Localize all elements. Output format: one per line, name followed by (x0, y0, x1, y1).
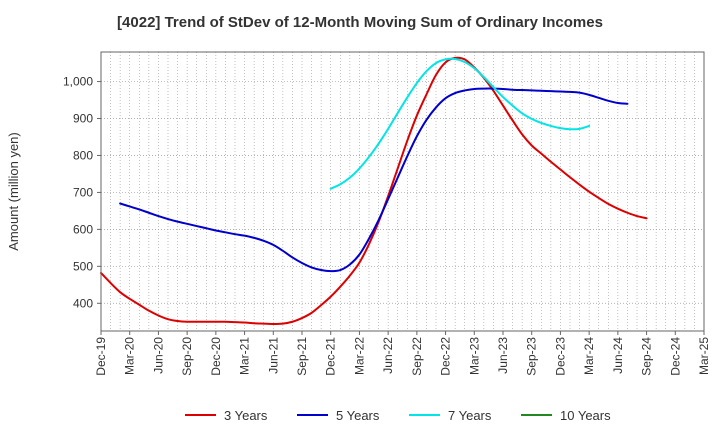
x-tick-label: Sep-22 (410, 337, 424, 376)
x-tick-label: Dec-21 (324, 337, 338, 376)
x-tick-label: Mar-22 (352, 337, 366, 375)
y-tick-label: 1,000 (63, 75, 93, 89)
series-line-5-years (119, 87, 629, 273)
grid-layer (101, 52, 704, 331)
x-tick-label: Dec-22 (439, 337, 453, 376)
x-tick-label: Jun-23 (496, 337, 510, 374)
legend-label-3-years: 3 Years (224, 408, 268, 423)
y-tick-label: 400 (73, 296, 93, 310)
y-axis-ticks: 400 500 600 700 800 900 1,000 (63, 75, 101, 310)
legend-label-5-years: 5 Years (336, 408, 380, 423)
y-tick-label: 900 (73, 112, 93, 126)
x-tick-label: Dec-20 (209, 337, 223, 376)
series-layer (100, 56, 648, 325)
y-tick-label: 600 (73, 222, 93, 236)
x-tick-label: Sep-24 (640, 337, 654, 376)
y-tick-label: 500 (73, 259, 93, 273)
y-tick-label: 700 (73, 185, 93, 199)
x-tick-label: Jun-24 (611, 337, 625, 374)
x-tick-label: Jun-22 (381, 337, 395, 374)
legend: 3 Years 5 Years 7 Years 10 Years (185, 408, 611, 423)
plot-frame (100, 51, 705, 332)
x-tick-label: Sep-21 (295, 337, 309, 376)
x-tick-label: Mar-21 (238, 337, 252, 375)
x-tick-label: Jun-21 (266, 337, 280, 374)
x-tick-label: Mar-20 (123, 337, 137, 375)
series-line-3-years (100, 56, 648, 325)
x-tick-label: Dec-23 (553, 337, 567, 376)
chart-title: [4022] Trend of StDev of 12-Month Moving… (117, 14, 603, 31)
legend-label-10-years: 10 Years (560, 408, 611, 423)
x-tick-label: Dec-24 (668, 337, 682, 376)
x-tick-label: Mar-24 (582, 337, 596, 375)
legend-label-7-years: 7 Years (448, 408, 492, 423)
x-tick-label: Jun-20 (151, 337, 165, 374)
x-tick-label: Mar-23 (467, 337, 481, 375)
x-axis-ticks: Dec-19 Mar-20 Jun-20 Sep-20 Dec-20 Mar-21 Jun-… (94, 331, 711, 376)
x-tick-label: Mar-25 (697, 337, 711, 375)
x-tick-label: Sep-23 (525, 337, 539, 376)
x-tick-label: Dec-19 (94, 337, 108, 376)
series-line-7-years (329, 57, 591, 190)
y-tick-label: 800 (73, 148, 93, 162)
x-tick-label: Sep-20 (180, 337, 194, 376)
y-axis-label: Amount (million yen) (6, 132, 21, 251)
